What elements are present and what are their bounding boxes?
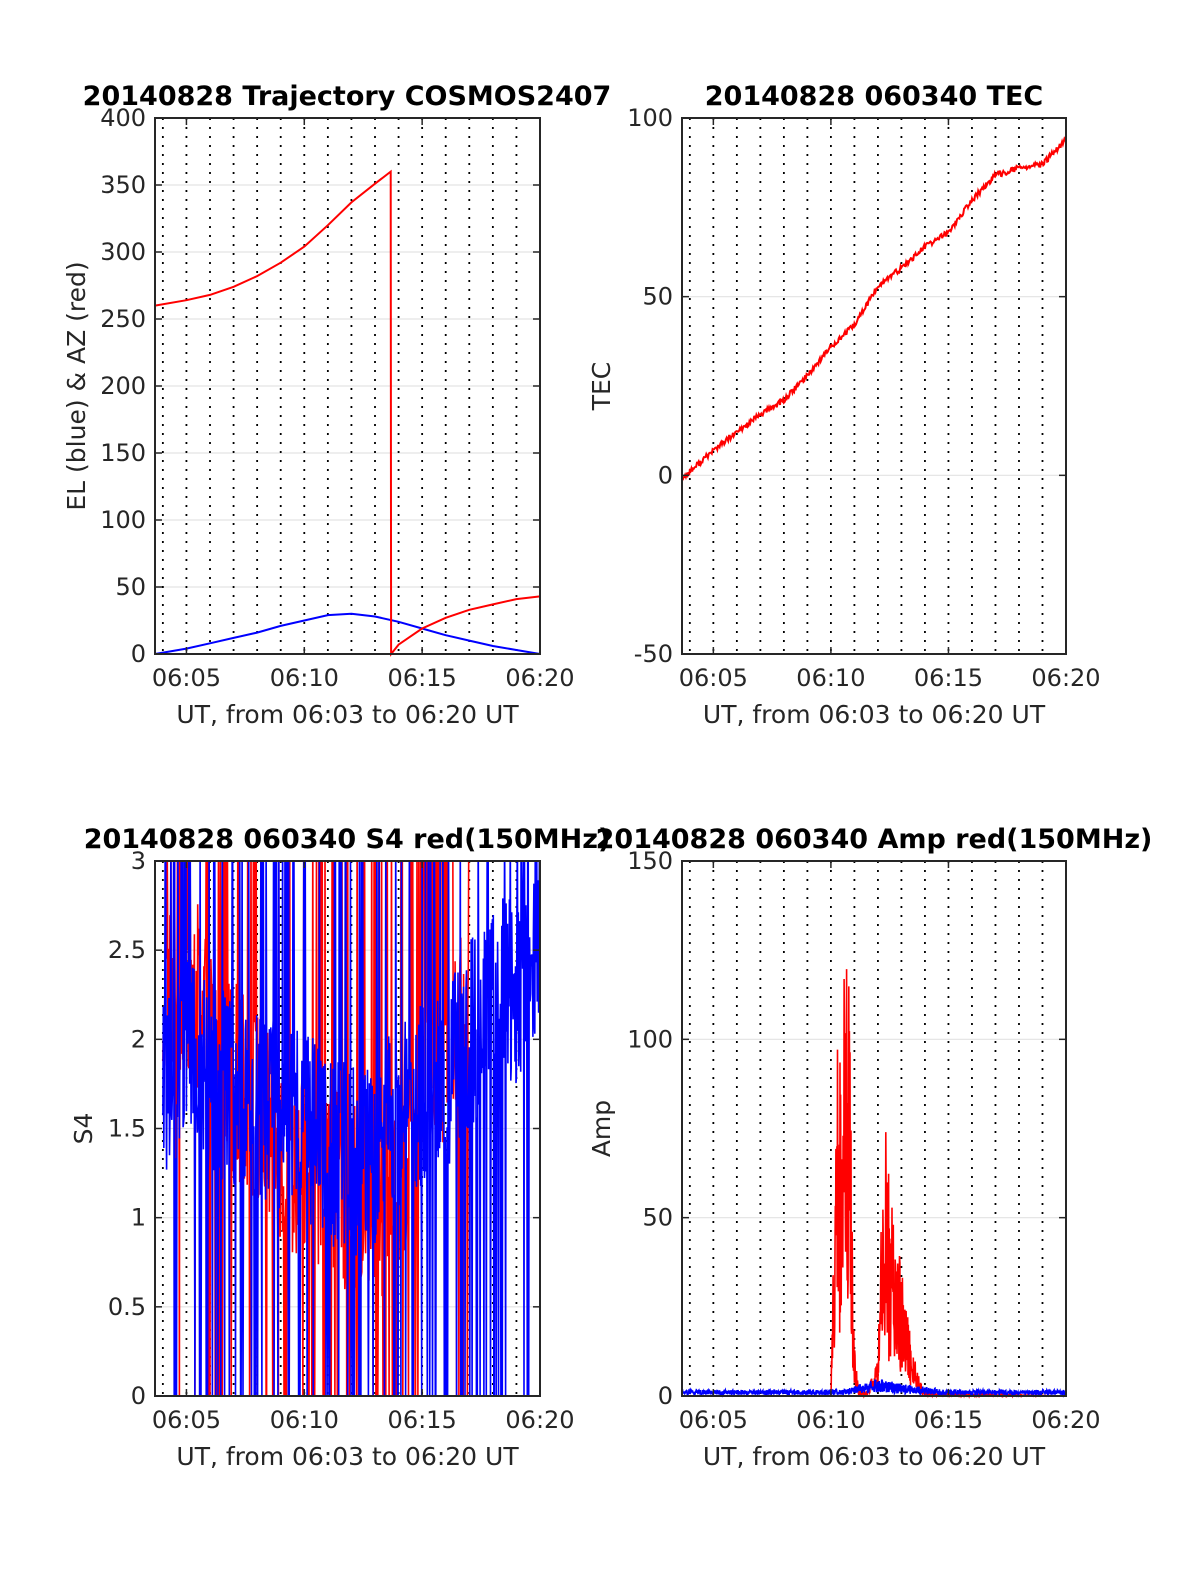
x-tick-label: 06:05 (679, 664, 748, 692)
chart-title: 20140828 060340 S4 red(150MHz) (84, 824, 611, 855)
y-axis-label: EL (blue) & AZ (red) (62, 261, 91, 510)
plot-data (162, 861, 540, 1396)
x-tick-label: 06:15 (914, 1406, 983, 1434)
y-tick-label: 0 (131, 640, 146, 668)
y-tick-label: 100 (100, 506, 146, 534)
y-tick-label: 350 (100, 171, 146, 199)
y-tick-label: 2.5 (108, 936, 146, 964)
y-tick-label: 250 (100, 305, 146, 333)
y-tick-label: 50 (115, 573, 146, 601)
x-tick-label: 06:05 (152, 664, 221, 692)
x-tick-label: 06:10 (796, 664, 865, 692)
series-line-2 (154, 169, 541, 657)
x-axis-label: UT, from 06:03 to 06:20 UT (703, 700, 1046, 729)
y-tick-label: 0 (658, 1382, 673, 1410)
x-tick-label: 06:15 (388, 664, 457, 692)
y-tick-label: 200 (100, 372, 146, 400)
y-tick-label: 0 (131, 1382, 146, 1410)
plot-area (682, 118, 1066, 654)
y-axis-label: S4 (69, 1113, 98, 1145)
y-tick-label: 50 (642, 283, 673, 311)
series-line-1 (681, 136, 1067, 481)
x-tick-label: 06:10 (270, 664, 339, 692)
chart-panel-1: 0 50 100 150 200 250 300 350 400 06:05 06:10 06:15 0… (62, 81, 611, 729)
y-tick-label: 400 (100, 104, 146, 132)
plot-area (682, 861, 1066, 1396)
x-tick-label: 06:15 (914, 664, 983, 692)
y-tick-label: 300 (100, 238, 146, 266)
y-tick-label: 100 (627, 1025, 673, 1053)
series-line-2 (681, 1379, 1067, 1399)
y-tick-label: 0 (658, 461, 673, 489)
x-tick-label: 06:10 (796, 1406, 865, 1434)
y-tick-label: 150 (627, 847, 673, 875)
y-axis-label: Amp (587, 1100, 616, 1157)
axes-frame (681, 117, 1067, 655)
axes-frame (681, 860, 1067, 1397)
y-tick-label: 3 (131, 847, 146, 875)
chart-panel-4: 0 50 100 150 06:05 06:10 06:15 06:20 20140828 06… (587, 824, 1152, 1471)
x-tick-label: 06:20 (1031, 664, 1100, 692)
y-tick-label: -50 (634, 640, 673, 668)
chart-title: 20140828 060340 TEC (705, 81, 1044, 112)
plot-data (681, 136, 1067, 481)
x-tick-label: 06:05 (152, 1406, 221, 1434)
chart-title: 20140828 060340 Amp red(150MHz) (596, 824, 1153, 855)
series-line-2 (162, 861, 540, 1396)
x-tick-label: 06:20 (505, 664, 574, 692)
plot-data (154, 169, 541, 657)
y-axis-label: TEC (587, 362, 616, 412)
series-line-1 (154, 612, 541, 655)
y-tick-label: 100 (627, 104, 673, 132)
y-tick-label: 50 (642, 1204, 673, 1232)
x-tick-label: 06:20 (505, 1406, 574, 1434)
y-tick-label: 1.5 (108, 1115, 146, 1143)
x-axis-label: UT, from 06:03 to 06:20 UT (176, 700, 519, 729)
y-tick-label: 0.5 (108, 1293, 146, 1321)
y-tick-label: 150 (100, 439, 146, 467)
x-axis-label: UT, from 06:03 to 06:20 UT (176, 1442, 519, 1471)
x-tick-label: 06:20 (1031, 1406, 1100, 1434)
x-tick-label: 06:15 (388, 1406, 457, 1434)
x-tick-label: 06:05 (679, 1406, 748, 1434)
x-tick-label: 06:10 (270, 1406, 339, 1434)
y-tick-label: 1 (131, 1204, 146, 1232)
x-axis-label: UT, from 06:03 to 06:20 UT (703, 1442, 1046, 1471)
chart-panel-2: -50 0 50 100 06:05 06:10 06:15 06:20 20140828 06… (587, 81, 1101, 729)
y-tick-label: 2 (131, 1025, 146, 1053)
chart-title: 20140828 Trajectory COSMOS2407 (83, 81, 612, 112)
chart-panel-3: 0 0.5 1 1.5 2 2.5 3 06:05 06:10 06:15 06:20 2014082… (69, 824, 610, 1471)
